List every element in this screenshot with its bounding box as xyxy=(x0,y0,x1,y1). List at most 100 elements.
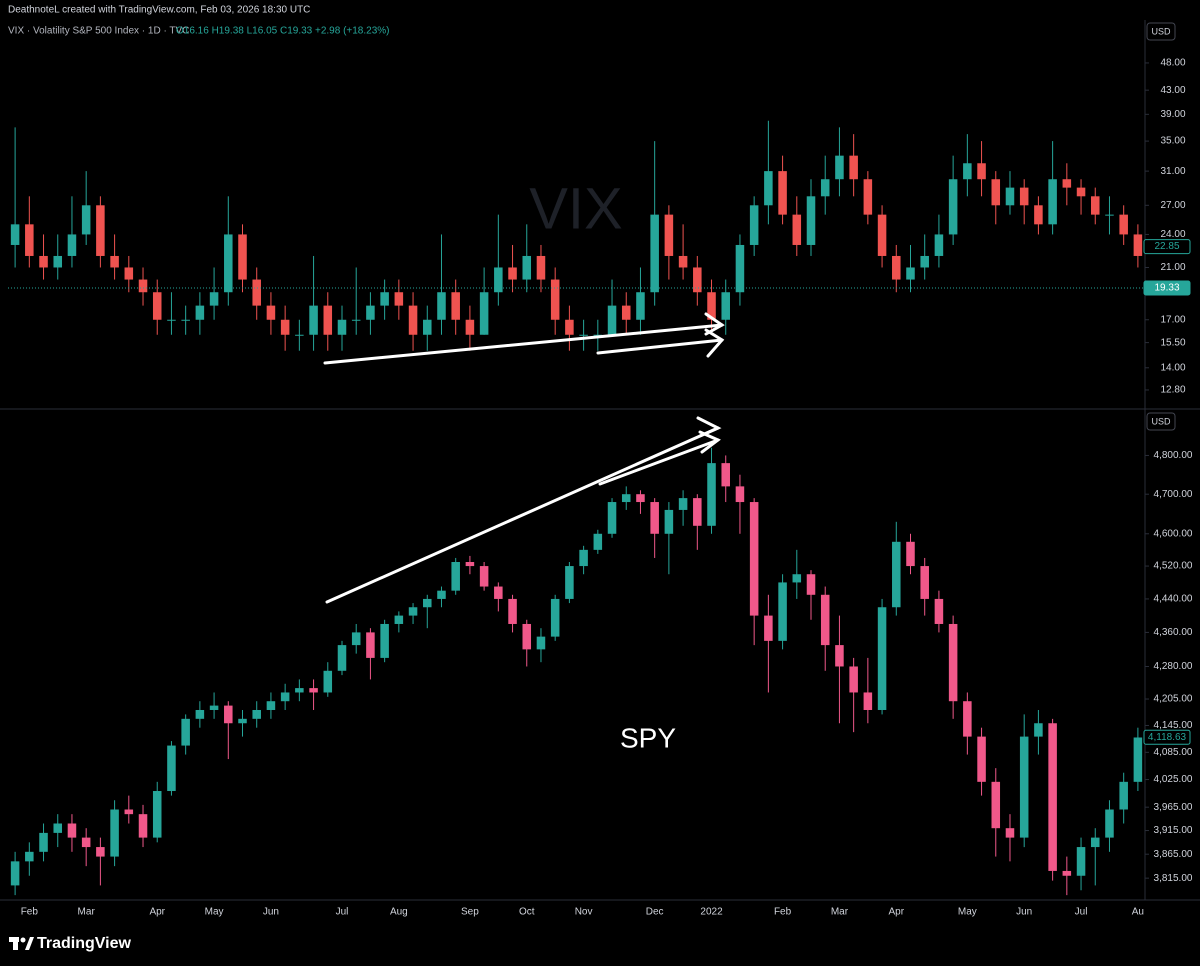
candle-body xyxy=(749,205,759,245)
candle-body xyxy=(565,566,574,599)
marks: 48.00 43.00 39.00 35.00 31.00 27.00 24.00 21.00… xyxy=(8,22,1193,918)
candle-body xyxy=(124,267,134,280)
candle-body xyxy=(451,561,460,591)
candle-body xyxy=(224,234,233,293)
price-tag xyxy=(1143,280,1191,296)
annotation: SPY xyxy=(620,722,676,753)
candle-body xyxy=(550,598,560,637)
candle-body xyxy=(693,498,702,526)
candle-body xyxy=(280,319,290,335)
y-tick-label: 3,815.00 xyxy=(1154,873,1193,884)
x-tick-label: Au xyxy=(1132,907,1144,918)
candle-body xyxy=(963,701,972,737)
candle-body xyxy=(152,292,162,320)
candle-body xyxy=(238,234,247,280)
candle-body xyxy=(366,305,375,320)
candle-body xyxy=(224,705,233,724)
candle-body xyxy=(963,163,972,180)
candle-body xyxy=(167,319,176,321)
candle-body xyxy=(351,632,361,646)
candle-body xyxy=(792,574,802,583)
candle-body xyxy=(934,234,944,256)
candle-body xyxy=(508,598,517,624)
currency-box xyxy=(1146,22,1176,41)
arrow-head xyxy=(704,312,725,336)
candle-body xyxy=(934,598,944,624)
x-tick-label: Jul xyxy=(336,907,349,918)
candle-body xyxy=(1019,187,1029,206)
candle-body xyxy=(96,847,105,857)
y-tick-label: 4,145.00 xyxy=(1154,720,1193,731)
candle-body xyxy=(948,179,958,235)
candle-body xyxy=(110,255,119,268)
candle-body xyxy=(920,255,929,268)
candle-body xyxy=(877,214,887,256)
brand-logo xyxy=(9,937,34,950)
candle-body xyxy=(337,645,347,671)
x-tick-label: Nov xyxy=(575,907,593,918)
candle-body xyxy=(1005,828,1015,838)
candle-body xyxy=(337,319,347,335)
candle-body xyxy=(1005,187,1015,206)
x-tick-label: Jul xyxy=(1075,907,1088,918)
x-tick-label: Mar xyxy=(831,907,849,918)
candle-body xyxy=(650,214,659,293)
candle-body xyxy=(735,244,745,293)
candle-body xyxy=(820,179,830,197)
y-tick-label: 12.80 xyxy=(1160,385,1185,396)
candle-body xyxy=(1034,723,1043,737)
y-tick-label: 4,700.00 xyxy=(1154,489,1193,500)
candle-body xyxy=(778,582,787,641)
candle-body xyxy=(906,541,915,567)
candle-body xyxy=(806,574,816,595)
candle-body xyxy=(366,632,375,658)
candle-body xyxy=(593,533,603,550)
price-tag-label: 22.85 xyxy=(1154,241,1179,252)
x-tick-label: Jun xyxy=(263,907,279,918)
logo-part xyxy=(13,937,18,950)
candle-body xyxy=(664,214,674,256)
y-tick-label: 39.00 xyxy=(1160,109,1185,120)
price-tag xyxy=(1143,239,1191,255)
candle-body xyxy=(749,502,759,616)
candle-body xyxy=(522,623,532,650)
candle-body xyxy=(465,319,475,335)
candle-body xyxy=(621,494,631,503)
logo-part xyxy=(20,937,26,943)
candle-body xyxy=(664,509,674,534)
candle-body xyxy=(465,561,475,567)
candle-body xyxy=(835,155,844,180)
candle-body xyxy=(252,709,261,719)
candle-body xyxy=(508,267,517,280)
y-tick-label: 27.00 xyxy=(1160,200,1185,211)
credit: DeathnoteL created with TradingView.com,… xyxy=(8,5,310,16)
trend-arrow xyxy=(598,438,720,486)
candle-body xyxy=(67,823,77,838)
candle-body xyxy=(380,623,389,658)
candle-body xyxy=(1076,847,1086,876)
candle-body xyxy=(536,636,546,650)
price-tag-label: 19.33 xyxy=(1154,283,1179,294)
y-tick-label: 24.00 xyxy=(1160,229,1185,240)
x-tick-label: May xyxy=(958,907,977,918)
candle-body xyxy=(835,645,844,667)
candle-body xyxy=(892,541,901,608)
candle-body xyxy=(607,502,617,534)
currency-label: USD xyxy=(1151,26,1171,36)
candle-body xyxy=(423,598,432,608)
candle-body xyxy=(266,305,276,320)
y-tick-label: 43.00 xyxy=(1160,85,1185,96)
symbol-info: VIX · Volatility S&P 500 Index · 1D · TV… xyxy=(8,26,189,37)
x-tick-label: Sep xyxy=(461,907,479,918)
price-tag-label: 4,118.63 xyxy=(1148,732,1187,743)
x-tick-label: Mar xyxy=(78,907,96,918)
candle-body xyxy=(806,196,816,245)
candle-body xyxy=(479,292,489,335)
candle-body xyxy=(678,498,688,510)
candle-body xyxy=(621,305,631,320)
candle-body xyxy=(479,566,489,587)
candle-body xyxy=(437,590,446,599)
candle-body xyxy=(124,809,134,815)
candle-body xyxy=(1034,205,1043,225)
candle-body xyxy=(1048,723,1057,871)
